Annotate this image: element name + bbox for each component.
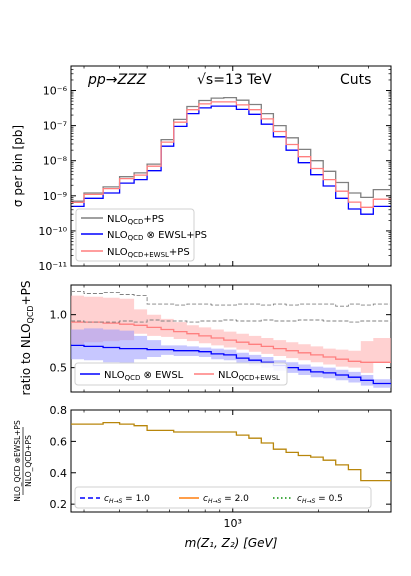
- middle-legend-box: [74, 362, 288, 386]
- top-series-2: [71, 101, 391, 208]
- top-ylabel: σ per bin [pb]: [11, 125, 25, 207]
- bottom-ytick-label: 0.2: [50, 498, 68, 511]
- legend-text-add-ps: NLOQCD+EWSL+PS: [107, 247, 190, 259]
- middle-series-3: [71, 319, 391, 323]
- legend-text-ewsl-ps: NLOQCD ⊗ EWSL+PS: [107, 230, 207, 242]
- legend-text-nlo-ps: NLOQCD+PS: [107, 214, 164, 226]
- bottom-ylabel-denominator: NLO_QCD+PS: [24, 435, 33, 487]
- x-axis-label: m(Z₁, Z₂) [GeV]: [185, 536, 278, 550]
- xtick-label-1000: 10³: [224, 517, 242, 530]
- process-label: pp→ZZZ: [87, 72, 147, 88]
- top-ytick-label: 10⁻⁸: [43, 155, 68, 168]
- bottom-ylabel-numerator: NLO_QCD ⊗EWSL+PS: [13, 420, 22, 502]
- legend-text-c1: cH→S = 1.0: [104, 494, 150, 505]
- cuts-label: Cuts: [340, 72, 371, 88]
- bottom-legend: cH→S = 1.0 cH→S = 2.0 cH→S = 0.5: [74, 486, 372, 509]
- top-panel-data: [71, 96, 391, 215]
- middle-series-0: [71, 344, 391, 385]
- axis-ticks: 10⁻¹¹ 10⁻¹⁰ 10⁻⁹ 10⁻⁸ 10⁻⁷ 10⁻⁶ 0.5 1.0 0.2 0.4 0.…: [38, 65, 391, 530]
- bottom-legend-box: [74, 486, 372, 509]
- middle-panel-data: [71, 290, 391, 388]
- legend-text-c2: cH→S = 2.0: [203, 494, 249, 505]
- bottom-ylabel: NLO_QCD ⊗EWSL+PS NLO_QCD+PS: [13, 420, 33, 502]
- bottom-panel-data: [71, 421, 391, 482]
- top-ytick-label: 10⁻¹⁰: [38, 225, 67, 238]
- middle-band-ewsl: [71, 328, 391, 388]
- bottom-panel-frame: [70, 409, 392, 513]
- legend-text-c05: cH→S = 0.5: [297, 494, 343, 505]
- legend-text-ewsl: NLOQCD ⊗ EWSL: [104, 370, 184, 382]
- top-series-1: [71, 105, 391, 215]
- top-series-0: [71, 96, 391, 202]
- top-ytick-label: 10⁻¹¹: [38, 260, 67, 273]
- bottom-ytick-label: 0.6: [50, 435, 68, 448]
- bottom-ytick-label: 0.4: [50, 467, 68, 480]
- bottom-ytick-label: 0.8: [50, 404, 68, 417]
- legend-text-add: NLOQCD+EWSL: [218, 370, 280, 382]
- top-ytick-label: 10⁻⁶: [43, 85, 68, 98]
- middle-series-1: [71, 321, 391, 363]
- middle-series-2: [71, 290, 391, 307]
- top-legend: NLOQCD+PS NLOQCD ⊗ EWSL+PS NLOQCD+EWSL+P…: [75, 208, 207, 262]
- top-ytick-label: 10⁻⁷: [43, 120, 67, 133]
- middle-ytick-label: 1.0: [50, 309, 68, 322]
- top-legend-box: [75, 208, 195, 262]
- middle-ylabel: ratio to NLOQCD+PS: [19, 281, 35, 396]
- middle-legend: NLOQCD ⊗ EWSL NLOQCD+EWSL: [74, 362, 288, 386]
- top-ytick-label: 10⁻⁹: [43, 190, 67, 203]
- middle-ytick-label: 0.5: [50, 362, 68, 375]
- bottom-ratio-line: [71, 421, 391, 482]
- energy-label: √s=13 TeV: [197, 72, 272, 88]
